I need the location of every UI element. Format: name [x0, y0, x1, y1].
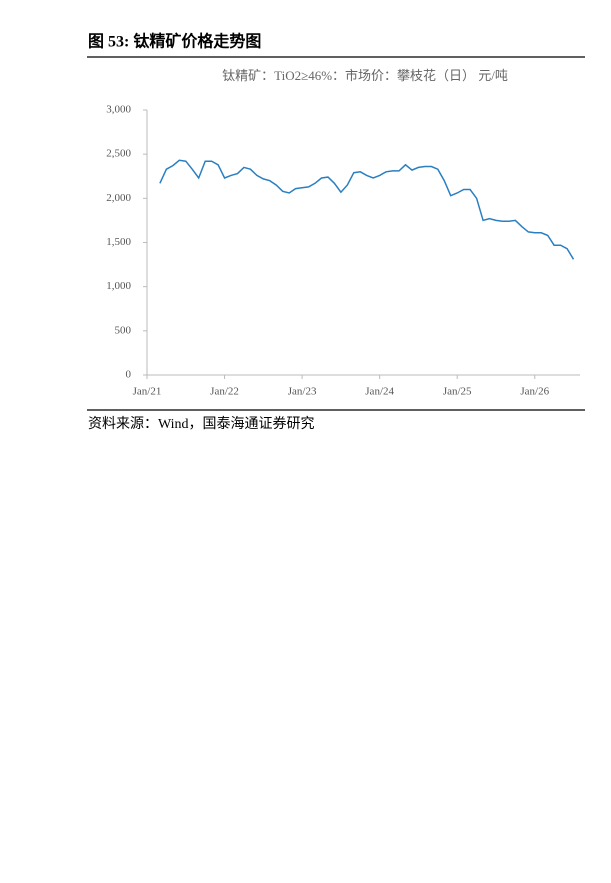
- x-tick-label: Jan/23: [288, 386, 317, 398]
- y-tick-label: 2,000: [106, 192, 131, 204]
- x-tick-label: Jan/25: [443, 386, 472, 398]
- x-tick-label: Jan/24: [365, 386, 394, 398]
- figure-title: 图 53: 钛精矿价格走势图: [88, 32, 261, 51]
- source-note: 资料来源：Wind，国泰海通证券研究: [88, 416, 315, 432]
- price-line: [159, 159, 575, 260]
- y-tick-label: 1,500: [106, 236, 131, 248]
- y-tick-label: 1,000: [106, 280, 131, 292]
- x-tick-label: Jan/26: [520, 386, 549, 398]
- y-tick-label: 3,000: [106, 104, 131, 116]
- x-tick-label: Jan/22: [210, 386, 239, 398]
- chart-subtitle: 钛精矿：TiO2≥46%：市场价：攀枝花（日） 元/吨: [222, 68, 508, 83]
- y-tick-label: 0: [126, 369, 132, 381]
- y-tick-label: 2,500: [106, 148, 131, 160]
- y-tick-label: 500: [115, 324, 132, 336]
- x-tick-label: Jan/21: [133, 386, 162, 398]
